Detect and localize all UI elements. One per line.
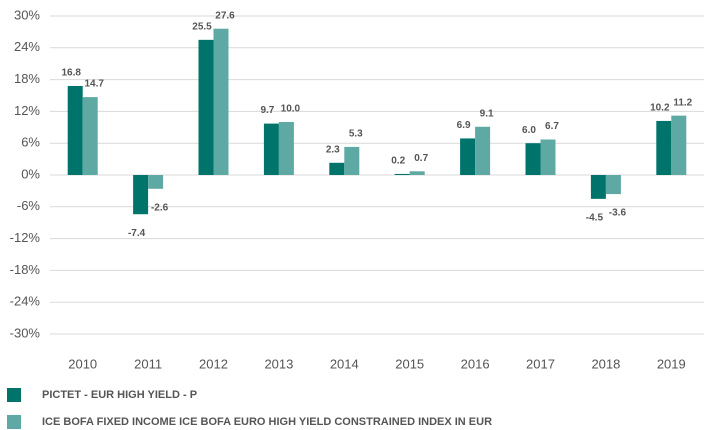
y-tick-label: 6% xyxy=(21,135,40,150)
legend-label: PICTET - EUR HIGH YIELD - P xyxy=(42,389,197,401)
y-tick-label: -6% xyxy=(17,198,41,213)
legend-label: ICE BOFA FIXED INCOME ICE BOFA EURO HIGH… xyxy=(42,416,492,428)
bar xyxy=(475,126,491,175)
x-tick-label: 2012 xyxy=(199,356,228,371)
x-tick-label: 2019 xyxy=(657,356,686,371)
x-tick-label: 2016 xyxy=(461,356,490,371)
x-tick-label: 2011 xyxy=(134,356,162,371)
x-tick-label: 2018 xyxy=(591,356,620,371)
y-tick-label: -24% xyxy=(10,294,41,309)
x-tick-label: 2017 xyxy=(526,356,555,371)
bar xyxy=(213,28,229,175)
data-label: 10.2 xyxy=(650,103,670,114)
data-label: 5.3 xyxy=(349,129,363,140)
bar xyxy=(525,143,541,175)
y-tick-label: 12% xyxy=(14,103,40,118)
y-tick-label: 0% xyxy=(21,166,40,181)
legend-swatch xyxy=(7,388,21,402)
data-label: 9.7 xyxy=(260,105,274,116)
data-label: 6.7 xyxy=(545,121,559,132)
data-label: -2.6 xyxy=(151,202,169,213)
bar xyxy=(133,175,149,215)
x-tick-label: 2015 xyxy=(395,356,424,371)
bar xyxy=(67,85,83,175)
bar xyxy=(263,123,279,175)
legend-swatch xyxy=(7,415,21,429)
y-tick-label: 30% xyxy=(14,7,40,22)
bar xyxy=(329,162,345,175)
bar xyxy=(460,138,476,175)
data-label: 16.8 xyxy=(61,68,81,79)
data-label: 11.2 xyxy=(673,97,692,108)
data-label: -3.6 xyxy=(609,208,627,219)
data-label: 9.1 xyxy=(480,108,494,119)
data-label: 10.0 xyxy=(281,104,301,115)
x-tick-label: 2014 xyxy=(330,356,359,371)
bar xyxy=(394,173,410,175)
data-label: 0.2 xyxy=(391,156,405,167)
bar xyxy=(344,146,360,175)
bar xyxy=(278,122,294,175)
y-tick-label: -18% xyxy=(10,262,41,277)
data-label: 2.3 xyxy=(326,144,340,155)
bar xyxy=(656,120,672,175)
data-label: 6.9 xyxy=(457,120,471,131)
data-label: 25.5 xyxy=(192,21,212,32)
bar xyxy=(148,175,164,189)
data-label: -4.5 xyxy=(586,212,604,223)
x-tick-label: 2010 xyxy=(68,356,97,371)
y-tick-label: 24% xyxy=(14,39,40,54)
bar xyxy=(590,175,606,199)
x-tick-label: 2013 xyxy=(264,356,293,371)
bar xyxy=(409,171,425,175)
bar xyxy=(198,39,214,175)
y-tick-label: -30% xyxy=(10,325,41,340)
data-label: -7.4 xyxy=(128,228,146,239)
bar xyxy=(540,139,556,175)
bar xyxy=(82,97,98,175)
bar xyxy=(605,175,621,195)
data-label: 6.0 xyxy=(522,125,536,136)
bar xyxy=(671,115,687,175)
y-tick-label: 18% xyxy=(14,71,40,86)
data-label: 27.6 xyxy=(215,10,235,21)
y-tick-label: -12% xyxy=(10,230,41,245)
data-label: 0.7 xyxy=(414,153,428,164)
data-label: 14.7 xyxy=(84,79,104,90)
